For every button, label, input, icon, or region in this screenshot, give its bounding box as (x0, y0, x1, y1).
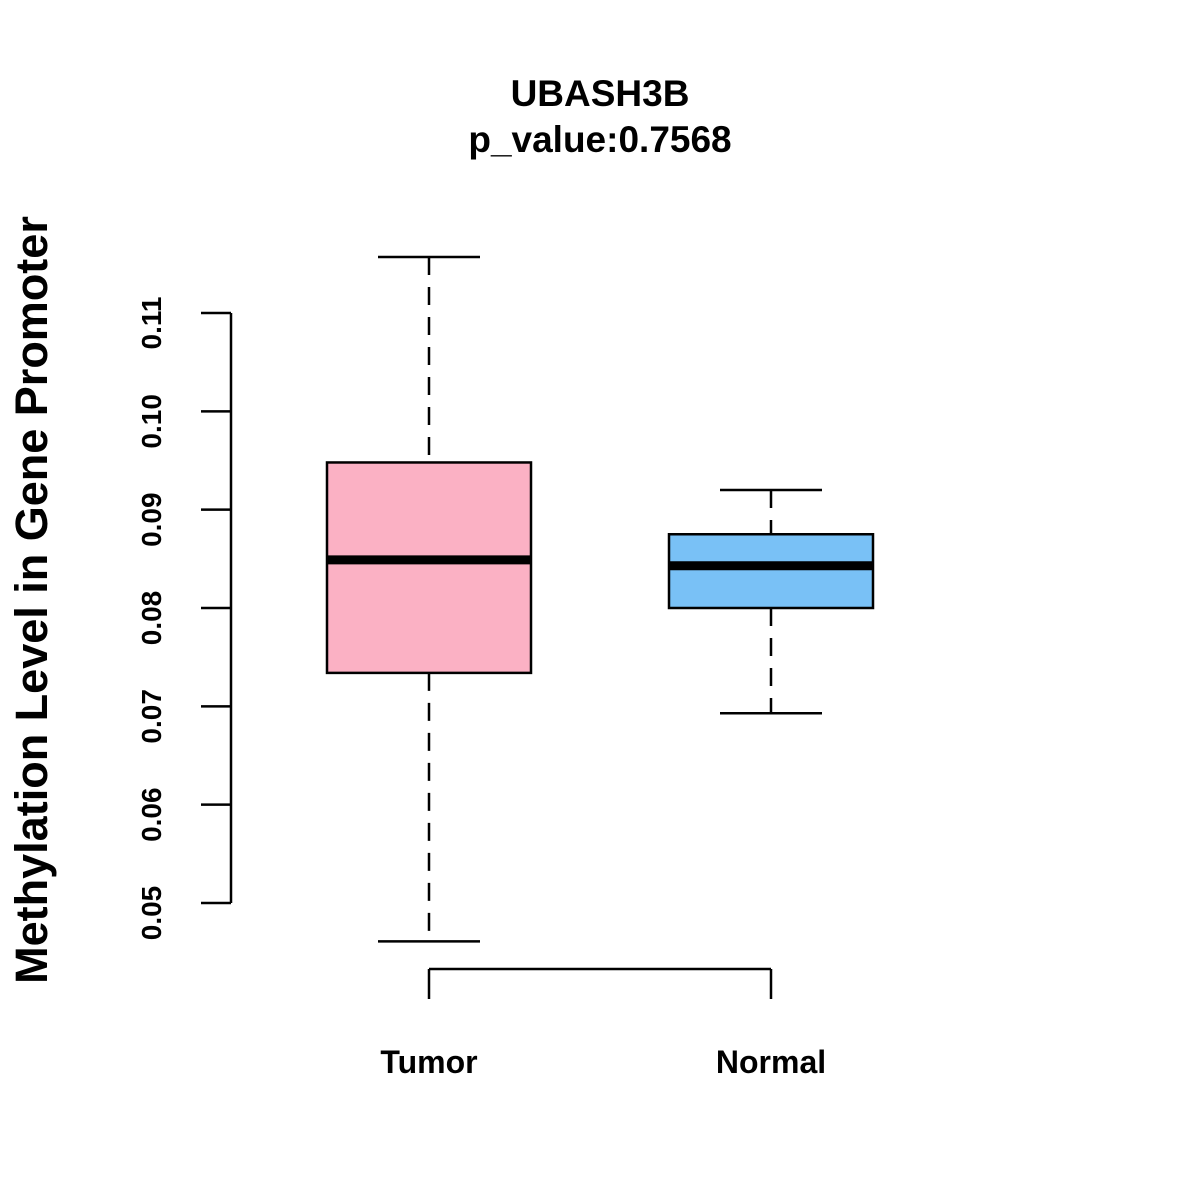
x-tick-label-normal: Normal (716, 1044, 826, 1080)
y-axis: 0.05 0.06 0.07 0.08 0.09 0.10 0.11 (136, 297, 233, 941)
box-tumor (325, 255, 533, 943)
y-tick-label: 0.11 (136, 297, 167, 350)
y-tick-label: 0.07 (136, 689, 167, 744)
y-axis-label: Methylation Level in Gene Promoter (6, 216, 57, 984)
x-tick-label-tumor: Tumor (380, 1044, 477, 1080)
box-body (667, 533, 875, 610)
y-tick-label: 0.08 (136, 591, 167, 646)
y-tick-label: 0.06 (136, 787, 167, 842)
chart-title: UBASH3B (511, 73, 690, 114)
x-axis: Tumor Normal (380, 967, 826, 1080)
boxes-group (325, 255, 875, 943)
box-normal (667, 488, 875, 715)
box-body (325, 461, 533, 675)
y-tick-label: 0.05 (136, 886, 167, 941)
y-tick-label: 0.09 (136, 492, 167, 547)
y-tick-label: 0.10 (136, 394, 167, 449)
chart-subtitle: p_value:0.7568 (468, 119, 731, 160)
